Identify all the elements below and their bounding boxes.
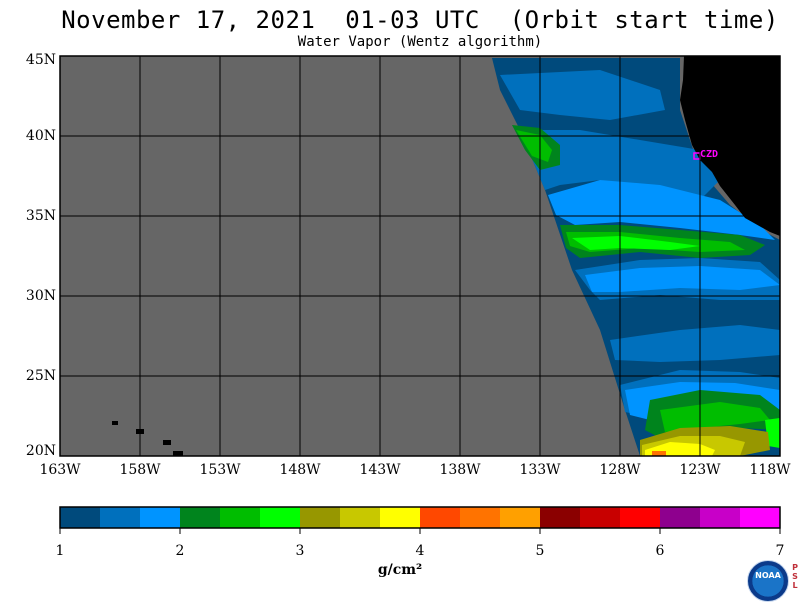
colorbar-label-4: 4 bbox=[415, 543, 425, 559]
lon-label-163w: 163W bbox=[39, 462, 81, 478]
lat-label-45n: 45N bbox=[25, 52, 56, 68]
lon-label-128w: 128W bbox=[599, 462, 641, 478]
psl-logo-letter-s: S bbox=[792, 572, 798, 581]
colorbar-swatch bbox=[100, 507, 141, 528]
land-mass bbox=[680, 56, 780, 236]
lon-label-138w: 138W bbox=[439, 462, 481, 478]
graticule bbox=[60, 56, 780, 456]
colorbar-label-1: 1 bbox=[55, 543, 65, 559]
colorbar-swatch bbox=[420, 507, 461, 528]
colorbar-swatch bbox=[60, 507, 101, 528]
colorbar-swatch bbox=[380, 507, 421, 528]
lat-label-30n: 30N bbox=[25, 288, 56, 304]
colorbar-label-3: 3 bbox=[295, 543, 305, 559]
colorbar-swatch bbox=[500, 507, 541, 528]
colorbar-swatch bbox=[580, 507, 621, 528]
lon-label-118w: 118W bbox=[749, 462, 791, 478]
colorbar-swatch bbox=[140, 507, 181, 528]
colorbar-label-2: 2 bbox=[175, 543, 185, 559]
map-subtitle: Water Vapor (Wentz algorithm) bbox=[297, 34, 543, 50]
colorbar-label-6: 6 bbox=[655, 543, 665, 559]
station-label: CZD bbox=[700, 149, 718, 160]
colorbar-swatch bbox=[260, 507, 301, 528]
map-frame bbox=[59, 55, 781, 457]
colorbar-swatch bbox=[300, 507, 341, 528]
lon-label-123w: 123W bbox=[679, 462, 721, 478]
psl-logo: P S L bbox=[791, 563, 799, 590]
colorbar-swatch bbox=[460, 507, 501, 528]
lon-label-143w: 143W bbox=[359, 462, 401, 478]
colorbar-swatch bbox=[700, 507, 741, 528]
noaa-logo-text: NOAA bbox=[755, 571, 781, 580]
island-maui bbox=[163, 440, 171, 445]
psl-logo-letter-p: P bbox=[792, 563, 798, 572]
colorbar-swatch bbox=[540, 507, 581, 528]
colorbar-swatch bbox=[180, 507, 221, 528]
lon-label-148w: 148W bbox=[279, 462, 321, 478]
lat-label-35n: 35N bbox=[25, 208, 56, 224]
lat-label-40n: 40N bbox=[25, 128, 56, 144]
noaa-logo: NOAA bbox=[747, 560, 789, 602]
map-title: November 17, 2021 01-03 UTC (Orbit start… bbox=[61, 6, 779, 34]
colorbar-swatch bbox=[620, 507, 661, 528]
colorbar bbox=[59, 506, 781, 534]
colorbar-swatch bbox=[220, 507, 261, 528]
colorbar-label-7: 7 bbox=[775, 543, 785, 559]
lon-label-158w: 158W bbox=[119, 462, 161, 478]
swath-band-blue bbox=[500, 70, 780, 415]
island-kauai bbox=[112, 421, 118, 425]
lat-label-20n: 20N bbox=[25, 443, 56, 459]
colorbar-label-5: 5 bbox=[535, 543, 545, 559]
colorbar-units: g/cm² bbox=[377, 562, 423, 578]
island-hawaii bbox=[173, 451, 183, 456]
swath-band-orange bbox=[652, 451, 666, 456]
colorbar-swatch bbox=[660, 507, 701, 528]
lat-label-25n: 25N bbox=[25, 368, 56, 384]
colorbar-swatch bbox=[740, 507, 781, 528]
lon-label-133w: 133W bbox=[519, 462, 561, 478]
lon-label-153w: 153W bbox=[199, 462, 241, 478]
colorbar-swatch bbox=[340, 507, 381, 528]
psl-logo-letter-l: L bbox=[792, 581, 798, 590]
